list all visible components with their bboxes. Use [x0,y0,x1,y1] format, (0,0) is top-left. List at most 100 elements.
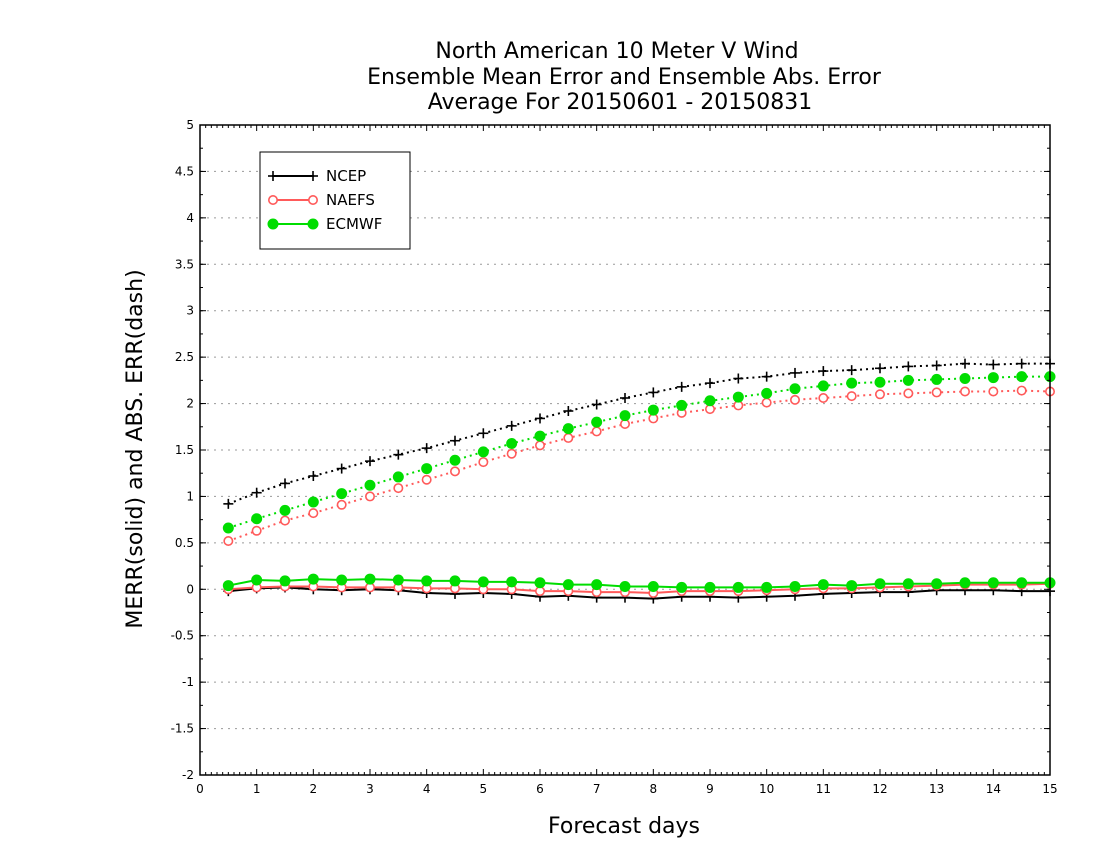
series-ecmwf-merr-point [902,578,914,590]
series-ecmwf-abs-err-point [732,391,744,403]
x-tick-label: 15 [1042,782,1057,796]
series-naefs-abs-err-point [478,457,489,468]
legend-item-ncep: NCEP [268,167,366,185]
series-ncep-abs-err-point [846,365,857,376]
series-ecmwf-merr-point [392,574,404,586]
chart-title-line-1: North American 10 Meter V Wind [435,39,798,64]
series-ecmwf-merr-point [562,579,574,591]
y-tick-label: 2 [186,397,194,411]
series-ncep-abs-err-point [450,435,460,446]
series-ecmwf-merr-point [1016,577,1028,589]
x-axis-label: Forecast days [548,814,700,839]
series-ecmwf-abs-err-point [704,395,716,407]
legend-label-ncep: NCEP [326,167,366,185]
series-naefs-abs-err-point [1016,385,1027,396]
series-ecmwf-merr-point [987,577,999,589]
series-ecmwf-merr-point [817,579,829,591]
y-axis-label: MERR(solid) and ABS. ERR(dash) [123,269,148,628]
y-tick-label: 2.5 [175,350,194,364]
series-ecmwf-merr-point [421,575,433,587]
series-ecmwf-merr-point [676,581,688,593]
y-tick-label: 1 [186,489,194,503]
series-ncep-abs-err-point [336,463,347,474]
series-ecmwf-abs-err-point [931,373,943,385]
y-tick-label: 5 [186,118,194,132]
series-ncep-abs-err-point [875,363,885,374]
legend-marker-end-ecmwf [307,218,319,230]
x-tick-label: 7 [593,782,601,796]
series-ecmwf-merr-point [732,581,744,593]
series-ecmwf-merr-point [251,574,263,586]
y-tick-label: 0 [186,582,194,596]
series-ecmwf-abs-err-point [987,372,999,384]
series-ncep-abs-err-point [960,358,970,369]
series-naefs-abs-err-point [563,432,574,443]
series-ecmwf-abs-err-point [251,513,263,525]
series-ecmwf-merr-point [619,581,631,592]
series-ecmwf-merr-point [449,575,461,587]
series-ecmwf-abs-err-point [449,454,461,466]
series-ncep-abs-err-point [761,371,772,382]
series-ecmwf-abs-err-point [336,488,348,500]
series-naefs-abs-err-point [846,391,857,402]
series-naefs-abs-err-point [931,387,942,398]
series-ecmwf-merr-point [364,573,376,585]
series-naefs-abs-err-point [364,491,375,502]
series-naefs-abs-err-point [959,386,970,397]
series-naefs-abs-err-point [506,448,517,459]
series-ecmwf-merr-point [477,576,489,588]
series-ecmwf-abs-err-point [421,463,433,475]
legend-marker-start-ncep [268,171,278,181]
y-tick-label: 4 [186,211,194,225]
legend-marker-end-ncep [308,171,318,181]
series-naefs [223,385,1056,598]
series-ncep-abs-err-point [280,478,290,489]
x-tick-label: 2 [310,782,318,796]
series-ecmwf-merr-point [846,580,858,592]
series-ecmwf-merr-point [647,581,659,592]
y-tick-label: 4.5 [175,164,194,178]
series-ncep-abs-err-point [648,387,659,398]
series-naefs-abs-err-point [251,525,262,536]
series-naefs-abs-err-point [534,440,545,451]
series-ecmwf-merr-point [336,574,348,586]
series-naefs-abs-err-point [761,397,772,408]
legend-label-ecmwf: ECMWF [326,215,382,233]
x-tick-label: 10 [759,782,774,796]
series-ecmwf-abs-err-point [846,377,858,389]
series-ecmwf-abs-err-point [619,410,631,422]
series-ncep-abs-err-point [506,420,517,431]
series-ecmwf-merr-point [959,577,971,589]
series-ecmwf-abs-err-point [902,374,914,386]
series-ecmwf-abs-err-line [228,375,1050,529]
series-ecmwf-abs-err-point [789,383,801,395]
y-tick-label: -1 [182,675,194,689]
series-ncep-abs-err-point [676,381,687,392]
series-ncep-abs-err-point [1016,358,1027,369]
series-ecmwf-merr-point [222,580,234,592]
series-naefs-abs-err-point [818,392,829,403]
legend-label-naefs: NAEFS [326,191,375,209]
series-naefs-abs-err-point [449,466,460,477]
series-ecmwf-abs-err-point [959,373,971,384]
series-naefs-abs-err-point [308,508,319,519]
series-ecmwf-abs-err-point [506,438,518,449]
series-ecmwf-abs-err-point [534,430,546,442]
y-tick-label: 0.5 [175,536,194,550]
legend-marker-start-ecmwf [267,218,279,230]
series-naefs-abs-err-point [988,386,999,397]
series-ecmwf-abs-err-point [477,446,489,458]
legend-item-naefs: NAEFS [267,191,375,209]
series-ecmwf-merr-point [789,581,801,592]
series-ncep-abs-err-point [308,471,319,481]
legend-item-ecmwf: ECMWF [267,215,382,233]
series-ecmwf-merr-point [279,575,291,587]
series-naefs-abs-err-point [279,515,290,526]
x-tick-label: 0 [196,782,204,796]
x-tick-label: 13 [929,782,944,796]
grid [200,170,1050,730]
series-ncep-abs-err-point [903,361,914,372]
axis-ticks: -2-1.5-1-0.500.511.522.533.544.550 1 2 3 4 5 6… [171,118,1058,796]
